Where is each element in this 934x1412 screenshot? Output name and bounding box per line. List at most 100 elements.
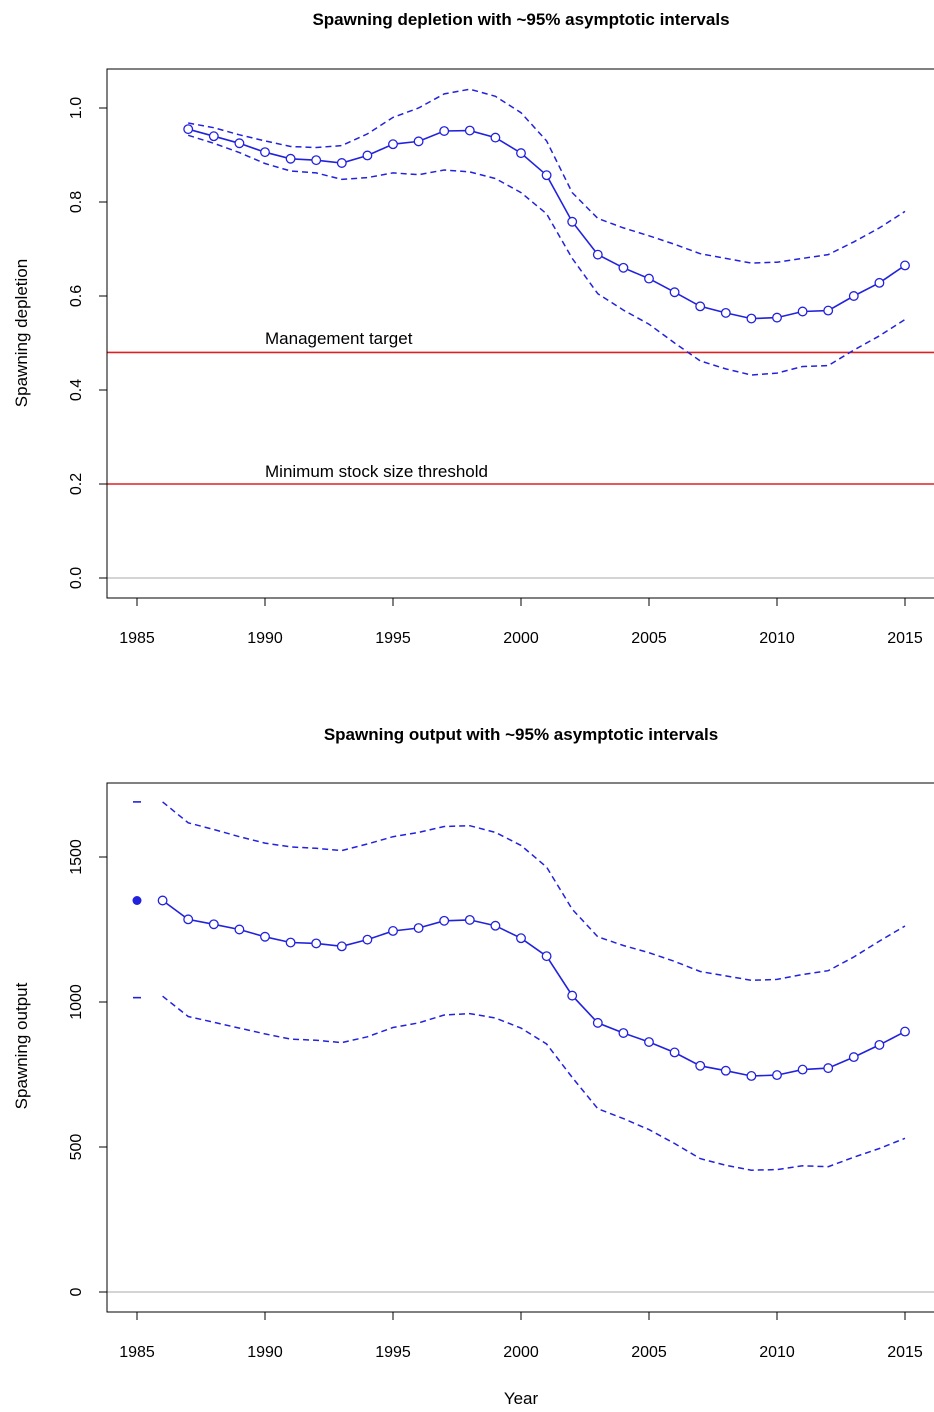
data-point	[848, 1052, 859, 1063]
data-point	[208, 131, 219, 142]
x-tick-label: 1995	[375, 630, 411, 647]
interval-line	[188, 88, 906, 264]
data-point	[618, 262, 629, 273]
plot-frame	[106, 68, 934, 599]
data-point	[234, 924, 245, 935]
data-point	[644, 273, 654, 284]
x-tick-label: 1990	[247, 1344, 283, 1361]
data-point	[388, 926, 398, 936]
interval-line	[162, 995, 906, 1171]
x-tick-label: 1990	[247, 630, 283, 647]
data-point	[797, 306, 808, 317]
data-point	[362, 934, 373, 945]
series-line	[162, 899, 906, 1077]
data-point	[311, 938, 322, 949]
data-point	[567, 990, 578, 1001]
x-tick-label: 2015	[887, 630, 923, 647]
data-point	[772, 1070, 782, 1081]
x-tick-label: 1985	[119, 1344, 155, 1361]
output-panel: Spawning output with ~95% asymptotic int…	[12, 725, 934, 1408]
data-point	[695, 1060, 706, 1071]
y-axis-label: Spawning depletion	[12, 259, 31, 407]
data-point	[311, 155, 322, 166]
data-point	[720, 307, 731, 318]
chart-title: Spawning depletion with ~95% asymptotic …	[312, 10, 729, 29]
data-point	[669, 287, 680, 298]
data-point	[900, 260, 910, 271]
data-point	[183, 914, 194, 925]
y-tick-label: 1500	[68, 839, 85, 875]
data-point	[592, 249, 603, 260]
x-tick-label: 2015	[887, 1344, 923, 1361]
x-tick-label: 1995	[375, 1344, 411, 1361]
x-tick-label: 1985	[119, 630, 155, 647]
data-point	[567, 216, 578, 227]
x-tick-label: 2010	[759, 1344, 795, 1361]
series-line	[187, 128, 906, 320]
y-tick-label: 1.0	[68, 97, 85, 119]
x-tick-label: 2000	[503, 1344, 539, 1361]
x-axis: 1985 1990 1995 2000 2005 2010 2015	[119, 598, 923, 647]
data-point	[362, 150, 373, 161]
y-tick-label: 0.6	[68, 285, 85, 307]
data-point	[183, 124, 194, 135]
data-point	[439, 126, 450, 136]
data-point	[874, 1039, 885, 1050]
depletion-plot-area	[107, 88, 934, 579]
plot-frame	[106, 782, 934, 1313]
depletion-panel: Spawning depletion with ~95% asymptotic …	[12, 10, 934, 647]
y-axis-label: Spawning output	[12, 982, 31, 1109]
data-point	[644, 1037, 654, 1047]
virgin-point	[132, 896, 142, 905]
data-point	[874, 277, 885, 288]
data-point	[490, 920, 501, 931]
y-tick-label: 1000	[68, 984, 85, 1020]
data-point	[336, 158, 347, 168]
data-point	[720, 1065, 731, 1076]
data-point	[695, 301, 706, 312]
reference-line-label: Management target	[265, 329, 413, 348]
x-tick-label: 2010	[759, 630, 795, 647]
data-point	[157, 895, 168, 906]
data-point	[413, 136, 424, 147]
x-axis-label: Year	[504, 1389, 539, 1408]
x-axis: 1985 1990 1995 2000 2005 2010 2015	[119, 1312, 923, 1361]
data-point	[848, 291, 859, 301]
chart-title: Spawning output with ~95% asymptotic int…	[324, 725, 718, 744]
output-plot-area	[107, 801, 934, 1293]
data-point	[234, 138, 245, 149]
data-point	[900, 1026, 910, 1037]
data-point	[746, 313, 757, 324]
interval-line	[162, 801, 906, 982]
reference-line-label: Minimum stock size threshold	[265, 462, 488, 481]
data-point	[823, 305, 834, 316]
data-point	[592, 1017, 603, 1028]
data-point	[464, 914, 475, 925]
data-point	[541, 170, 552, 181]
data-point	[669, 1047, 680, 1058]
data-point	[490, 132, 501, 143]
y-tick-label: 0	[68, 1287, 85, 1296]
y-tick-label: 0.4	[68, 379, 85, 401]
y-tick-label: 0.2	[68, 473, 85, 495]
y-tick-label: 0.8	[68, 191, 85, 213]
data-point	[464, 125, 475, 136]
data-point	[260, 931, 270, 942]
y-tick-label: 0.0	[68, 567, 85, 589]
y-axis: 0 500 1000 1500	[68, 839, 107, 1296]
data-point	[260, 147, 270, 158]
data-point	[388, 139, 398, 150]
data-point	[541, 951, 552, 962]
data-point	[516, 148, 526, 159]
x-tick-label: 2000	[503, 630, 539, 647]
data-point	[285, 937, 296, 948]
data-point	[618, 1028, 629, 1038]
data-point	[772, 312, 782, 323]
data-point	[823, 1063, 834, 1074]
interval-line	[187, 134, 906, 376]
y-tick-label: 500	[68, 1134, 85, 1161]
data-point	[413, 923, 424, 934]
x-tick-label: 2005	[631, 630, 667, 647]
data-point	[285, 153, 296, 164]
